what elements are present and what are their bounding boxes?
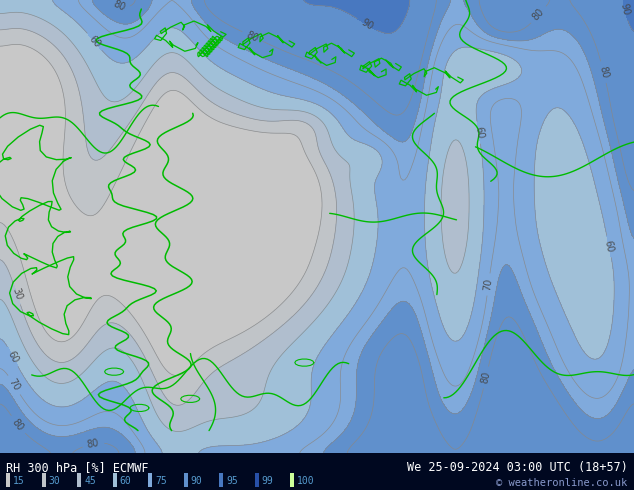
Bar (6, 473, 10, 487)
Text: © weatheronline.co.uk: © weatheronline.co.uk (496, 478, 628, 488)
Text: 70: 70 (7, 377, 22, 393)
Text: 30: 30 (10, 287, 23, 301)
Bar (290, 473, 294, 487)
Text: 60: 60 (6, 349, 20, 364)
Text: 90: 90 (191, 476, 203, 486)
Bar (42, 473, 46, 487)
Text: 60: 60 (87, 34, 102, 49)
Text: 80: 80 (10, 417, 25, 433)
Text: 90: 90 (618, 2, 631, 17)
Text: 70: 70 (482, 278, 495, 291)
Text: 95: 95 (226, 476, 238, 486)
Bar (184, 473, 188, 487)
Text: 15: 15 (13, 476, 25, 486)
Text: 80: 80 (86, 438, 100, 450)
Text: 80: 80 (531, 7, 547, 23)
Text: 100: 100 (297, 476, 315, 486)
Text: 45: 45 (84, 476, 96, 486)
Text: 60: 60 (473, 126, 485, 140)
Bar (113, 473, 117, 487)
Text: 75: 75 (155, 476, 167, 486)
Bar (148, 473, 152, 487)
Text: 80: 80 (112, 0, 127, 13)
Bar (77, 473, 81, 487)
Text: 90: 90 (359, 17, 375, 32)
Text: We 25-09-2024 03:00 UTC (18+57): We 25-09-2024 03:00 UTC (18+57) (407, 461, 628, 474)
Text: 80: 80 (245, 29, 260, 44)
Text: 60: 60 (603, 240, 615, 253)
Text: 30: 30 (49, 476, 61, 486)
Text: 99: 99 (262, 476, 274, 486)
Text: 80: 80 (480, 370, 493, 385)
Text: RH 300 hPa [%] ECMWF: RH 300 hPa [%] ECMWF (6, 461, 149, 474)
Bar (219, 473, 223, 487)
Text: 80: 80 (597, 65, 610, 79)
Text: 60: 60 (120, 476, 132, 486)
Bar (255, 473, 259, 487)
